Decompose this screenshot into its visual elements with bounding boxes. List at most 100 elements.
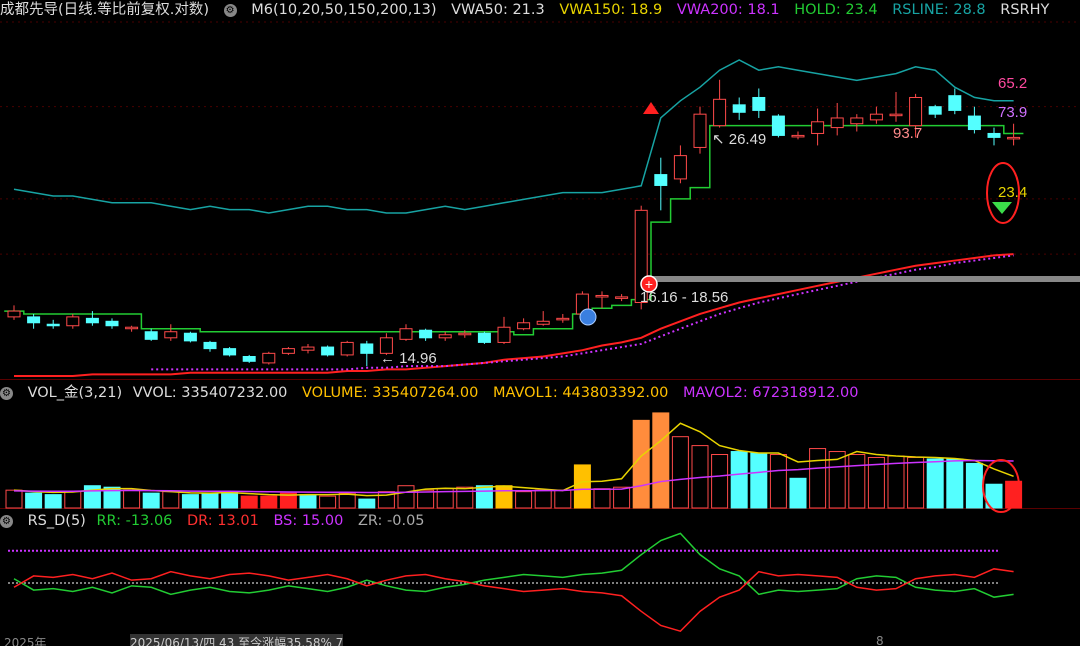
bs-value: BS: 15.00 [273, 513, 344, 529]
candle-body [321, 346, 335, 356]
candle-body [144, 331, 158, 340]
candle-body [654, 174, 668, 186]
volume-value: VOLUME: 335407264.00 [302, 385, 479, 401]
candle-body [203, 341, 217, 350]
year-label: 2025年 [4, 636, 47, 646]
rs-settings-icon[interactable]: ⚙ [0, 514, 13, 528]
rs-peak-label: 93.7 [893, 125, 922, 142]
candle-body [850, 117, 864, 125]
candle-body [791, 134, 805, 138]
candle-body [556, 317, 570, 321]
volume-bar [867, 456, 885, 509]
candle-body [673, 155, 687, 180]
volume-bar [397, 485, 415, 509]
rs-panel-header: ⚙ RS_D(5) RR: -13.06 DR: 13.01 BS: 15.00… [0, 511, 1080, 531]
candle-body [928, 106, 942, 115]
candle-body [223, 348, 237, 356]
rr-value: RR: -13.06 [96, 513, 173, 529]
volume-bar [221, 491, 239, 509]
mavol1-value: MAVOL1: 443803392.00 [492, 385, 669, 401]
axis-tick-label: 8 [876, 634, 884, 646]
main-chart-header: 成都先导(日线.等比前复权.对数) ⚙ M6(10,20,50,150,200,… [0, 0, 1080, 20]
volume-bar [632, 419, 650, 509]
candle-body [419, 329, 433, 339]
highlight-ellipse [986, 162, 1020, 224]
volume-bar [25, 492, 43, 509]
indicator-name[interactable]: M6(10,20,50,150,200,13) [251, 2, 437, 18]
candle-body [301, 346, 315, 351]
range-label: 16.16 - 18.56 [640, 289, 728, 306]
volume-bar [162, 491, 180, 509]
rs-title[interactable]: RS_D(5) [27, 513, 86, 529]
mavol2-value: MAVOL2: 672318912.00 [683, 385, 859, 401]
candle-body [379, 337, 393, 354]
settings-gear-icon[interactable]: ⚙ [223, 3, 237, 17]
candle-body [125, 326, 139, 330]
mavol1-series [13, 422, 1014, 497]
buy-marker-plus: + [645, 276, 653, 292]
volume-bar [907, 456, 925, 509]
volume-bar [123, 489, 141, 509]
volume-bar [573, 464, 591, 509]
candle-body [732, 104, 746, 113]
candle-body [262, 352, 276, 364]
volume-title[interactable]: VOL_金(3,21) [27, 385, 123, 401]
volume-settings-icon[interactable]: ⚙ [0, 386, 13, 400]
candle-body [869, 113, 883, 121]
high-marker-label: ↖ 26.49 [712, 131, 766, 148]
dr-series [13, 568, 1014, 633]
volume-bar [534, 489, 552, 509]
volume-bar [181, 494, 199, 509]
volume-bar [1005, 480, 1023, 509]
volume-bar [554, 489, 572, 509]
rsline-value: RSLINE: 28.8 [892, 2, 986, 18]
candle-body [66, 316, 80, 327]
candle-body [536, 320, 550, 325]
panel-separator-2 [0, 508, 1080, 509]
breakout-triangle-icon [643, 102, 659, 114]
volume-highlight-ellipse [982, 459, 1020, 513]
volume-bar [926, 458, 944, 509]
rr-series [13, 532, 1014, 598]
volume-panel-header: ⚙ VOL_金(3,21) VVOL: 335407232.00 VOLUME:… [0, 383, 1080, 403]
candle-body [46, 323, 60, 327]
candle-body [477, 332, 491, 343]
volume-bar [965, 462, 983, 509]
candle-body [1007, 136, 1021, 140]
volume-bar [279, 492, 297, 509]
volume-bar [64, 491, 82, 509]
candle-body [967, 115, 981, 131]
volume-bar [515, 491, 533, 509]
volume-bar [848, 454, 866, 509]
candle-body [105, 320, 119, 327]
candle-body [713, 98, 727, 127]
candle-body [889, 113, 903, 117]
volume-bar [358, 498, 376, 509]
candle-body [360, 343, 374, 354]
candle-body [7, 310, 21, 318]
candle-body [771, 115, 785, 136]
rs-label-b: 73.9 [998, 104, 1027, 121]
volume-bar [338, 492, 356, 509]
volume-bar [495, 485, 513, 509]
candle-body [811, 121, 825, 134]
date-axis-footer: 2025年 2025/06/13/四 43 至今涨幅35.58% 7 8 [0, 634, 1080, 646]
volume-bar [613, 486, 631, 509]
volume-bar [260, 495, 278, 509]
volume-bar [5, 489, 23, 509]
signal-ball-icon [579, 308, 597, 326]
buy-marker-icon [640, 275, 658, 293]
candle-body [399, 328, 413, 340]
candle-body [438, 334, 452, 339]
hold-value: HOLD: 23.4 [794, 2, 878, 18]
volume-bar [240, 495, 258, 509]
candle-body [615, 296, 629, 299]
volume-bar [142, 492, 160, 509]
candle-body [497, 326, 511, 343]
stock-title[interactable]: 成都先导(日线.等比前复权.对数) [0, 2, 210, 18]
candle-body [85, 317, 99, 324]
candle-body [242, 356, 256, 362]
date-info: 2025/06/13/四 43 至今涨幅35.58% 7 [130, 634, 344, 646]
vwa200-value: VWA200: 18.1 [676, 2, 780, 18]
